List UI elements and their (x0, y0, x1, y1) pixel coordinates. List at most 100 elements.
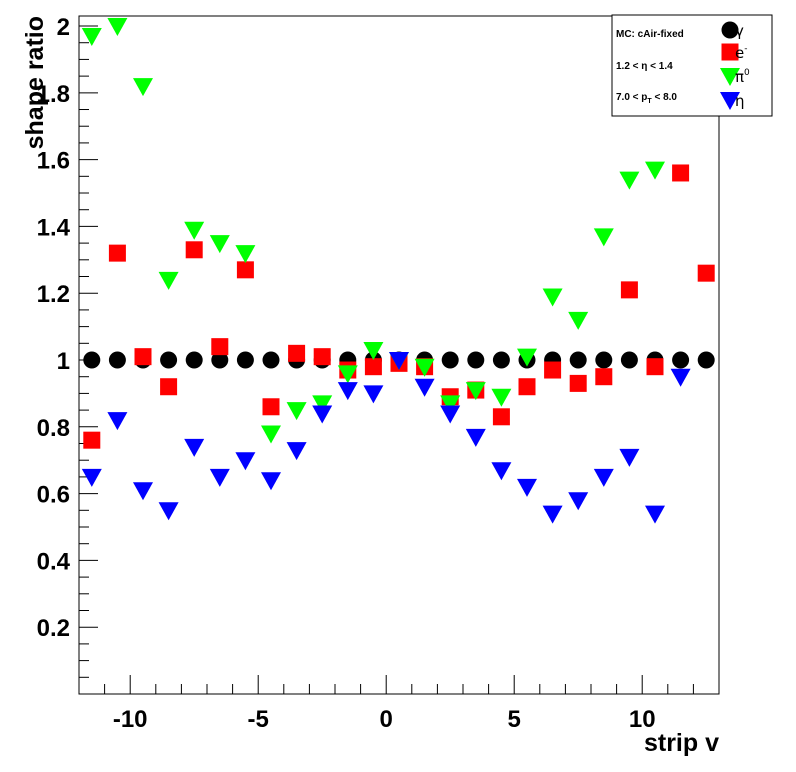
electron-point (518, 378, 536, 396)
x-tick-label: 0 (380, 706, 393, 733)
gamma-point (160, 351, 178, 369)
electron-point (211, 338, 229, 356)
legend-eta-label: η (735, 92, 745, 110)
eta-point (542, 505, 563, 524)
y-tick-label: 1 (57, 348, 70, 375)
legend-electron-symbol (721, 43, 739, 61)
legend-box (611, 14, 773, 117)
x-axis-title: strip v (644, 729, 719, 757)
eta-point (107, 412, 128, 431)
electron-point (313, 348, 331, 366)
legend-pi0-label: π0 (735, 68, 750, 86)
legend-electron-label: e- (735, 44, 747, 62)
eta-point (568, 492, 589, 511)
x-tick-label: 5 (508, 706, 521, 733)
eta-point (133, 482, 153, 501)
gamma-point (236, 351, 254, 369)
eta-point (209, 468, 230, 487)
pi0-point (312, 395, 333, 414)
gamma-point (569, 351, 587, 369)
pi0-point (184, 221, 205, 240)
legend-info-eta: 1.2 < η < 1.4 (616, 61, 673, 72)
electron-point (262, 398, 280, 416)
legend: MC: cAir-fixed 1.2 < η < 1.4 7.0 < pT < … (611, 14, 773, 117)
eta-point (491, 462, 512, 481)
plot-frame (78, 15, 720, 695)
gamma-point (211, 351, 229, 369)
pi0-point (517, 348, 537, 367)
pi0-point (261, 425, 281, 444)
x-tick-label: -5 (248, 706, 269, 733)
axes: -10 -5 0 5 10 0.2 0.4 0.6 0.8 1 1.2 1.4 1.6 1.8 2 (37, 14, 720, 733)
eta-point (414, 378, 435, 397)
eta-point (670, 368, 691, 387)
eta-point (235, 452, 256, 471)
pi0-point (414, 358, 435, 377)
gamma-point (185, 351, 203, 369)
eta-point (440, 405, 461, 424)
y-tick-label: 0.6 (37, 482, 70, 509)
gamma-point (595, 351, 613, 369)
pi0-point (133, 78, 153, 97)
legend-info-pt-a: 7.0 < p (616, 92, 647, 103)
pi0-point (286, 402, 307, 421)
pi0-point (465, 382, 486, 401)
electron-point (108, 244, 126, 262)
pi0-point (363, 341, 384, 360)
electron-point (160, 378, 178, 396)
pi0-point (593, 228, 614, 247)
x-tick-label: 10 (629, 706, 656, 733)
eta-point (465, 428, 486, 447)
eta-point (261, 472, 281, 491)
legend-eta-symbol (720, 92, 740, 110)
electron-point (646, 358, 664, 376)
y-tick-label: 1.2 (37, 281, 70, 308)
electron-point (672, 164, 690, 182)
electron-point (185, 241, 203, 259)
electron-point (595, 368, 613, 386)
legend-pi0-symbol (720, 68, 740, 86)
pi0-point (235, 245, 256, 264)
eta-point (645, 505, 665, 524)
electron-point (236, 261, 254, 279)
pi0-point (337, 365, 358, 384)
eta-point (517, 478, 537, 497)
pi0-point (568, 311, 589, 330)
gamma-point (672, 351, 690, 369)
y-tick-label: 1.4 (37, 214, 71, 241)
gamma-point (492, 351, 510, 369)
electron-point (83, 431, 101, 449)
eta-point (337, 382, 358, 401)
pi0-point (491, 388, 512, 407)
eta-point (619, 448, 640, 467)
legend-info-pt-sub: T (647, 98, 652, 105)
y-tick-label: 1.8 (37, 81, 70, 108)
pi0-point (542, 288, 563, 307)
y-tick-label: 0.2 (37, 615, 70, 642)
y-tick-label: 2 (57, 14, 70, 41)
electron-point (364, 358, 382, 376)
legend-entries: γ e-π0 η (720, 21, 750, 110)
eta-point (389, 352, 409, 371)
legend-info-mc: MC: cAir-fixed (616, 29, 684, 40)
legend-gamma-label: γ (735, 22, 744, 40)
eta-point (81, 468, 102, 487)
gamma-point (620, 351, 638, 369)
y-tick-label: 0.4 (37, 548, 71, 575)
electron-point (544, 361, 562, 379)
electron-point (620, 281, 638, 299)
eta-point (286, 442, 307, 461)
gamma-point (108, 351, 126, 369)
legend-info-pt-b: < 8.0 (652, 92, 678, 103)
eta-point (363, 385, 384, 404)
pi0-point (619, 171, 640, 190)
y-tick-label: 0.8 (37, 415, 70, 442)
data-marks (81, 18, 715, 524)
eta-point (184, 438, 205, 457)
pi0-point (158, 271, 179, 290)
legend-info-pt: 7.0 < pT < 8.0 (616, 92, 677, 105)
electron-point (134, 348, 152, 366)
eta-point (312, 405, 333, 424)
eta-point (158, 502, 179, 521)
